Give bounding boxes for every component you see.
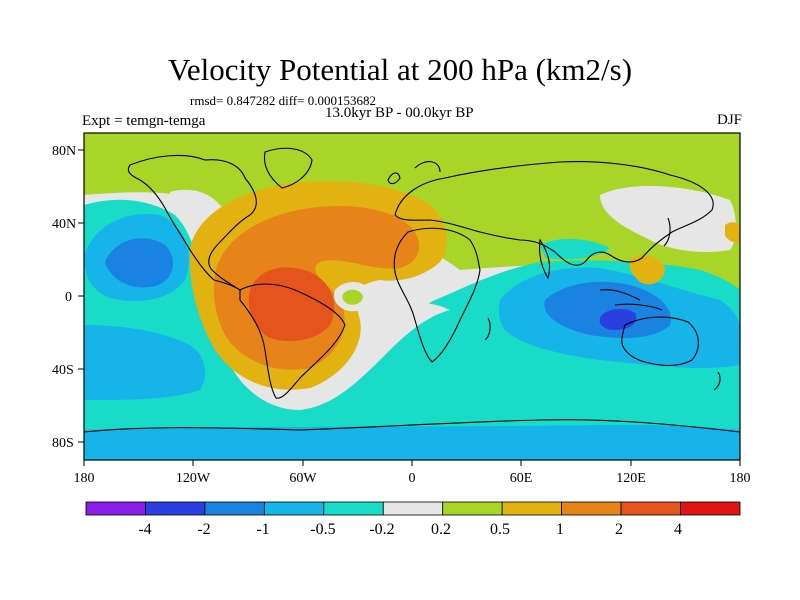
colorbar-label-p05: 0.5	[490, 521, 510, 538]
colorbar-box	[145, 502, 204, 515]
x-tick-60w: 60W	[289, 471, 317, 486]
y-tick-40n: 40N	[52, 217, 76, 232]
colorbar-box	[681, 502, 740, 515]
map-panel	[84, 133, 740, 460]
y-tick-40s: 40S	[52, 363, 74, 378]
colorbar-label-m1: -1	[256, 521, 269, 538]
x-tick-120e: 120E	[616, 471, 646, 486]
colorbar-box	[443, 502, 502, 515]
colorbar-box	[562, 502, 621, 515]
colorbar-box	[86, 502, 145, 515]
colorbar-box	[383, 502, 442, 515]
y-tick-80n: 80N	[52, 144, 76, 159]
colorbar-box	[264, 502, 323, 515]
colorbar-box	[324, 502, 383, 515]
map-figure: 80N 40N 0 40S 80S 180 120W 60W 0 60E 120…	[0, 0, 800, 600]
x-tick-60e: 60E	[510, 471, 533, 486]
x-tick-180w: 180	[74, 471, 95, 486]
colorbar	[86, 502, 740, 515]
colorbar-box	[502, 502, 561, 515]
x-tick-180e: 180	[730, 471, 751, 486]
y-tick-0: 0	[65, 290, 72, 305]
colorbar-box	[621, 502, 680, 515]
x-tick-0: 0	[409, 471, 416, 486]
x-tick-120w: 120W	[176, 471, 211, 486]
colorbar-label-m05: -0.5	[310, 521, 335, 538]
colorbar-label-p1: 1	[556, 521, 564, 538]
colorbar-label-p2: 2	[615, 521, 623, 538]
colorbar-label-m4: -4	[138, 521, 151, 538]
contour-blue-antarctic	[84, 425, 740, 460]
colorbar-label-p4: 4	[674, 521, 682, 538]
colorbar-box	[205, 502, 264, 515]
y-tick-80s: 80S	[52, 436, 74, 451]
colorbar-label-m02: -0.2	[369, 521, 394, 538]
colorbar-label-p02: 0.2	[431, 521, 451, 538]
colorbar-label-m2: -2	[197, 521, 210, 538]
